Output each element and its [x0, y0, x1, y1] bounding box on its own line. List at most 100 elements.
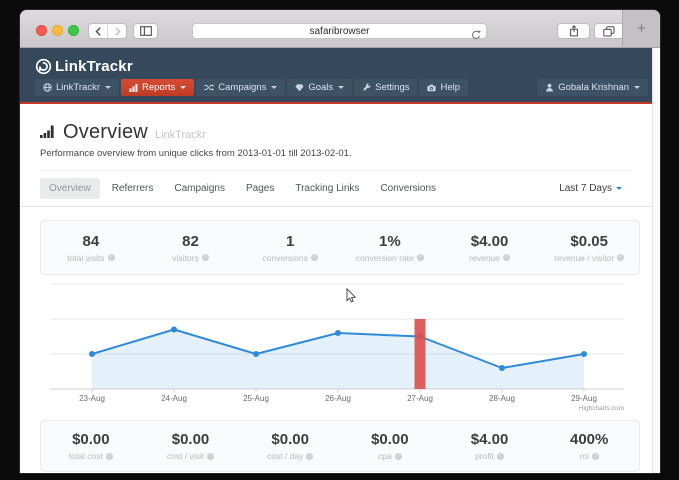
user-icon [545, 83, 554, 92]
chevron-left-icon [95, 27, 102, 36]
browser-titlebar: safaribrowser + [20, 10, 660, 48]
stat-label: cost / visiti [167, 451, 214, 461]
stat-value: $0.05 [570, 233, 608, 250]
show-all-tabs-button[interactable] [594, 23, 624, 39]
info-icon[interactable]: i [503, 254, 510, 261]
chevron-down-icon [105, 86, 111, 89]
chevron-down-icon [180, 86, 186, 89]
stat-value: $0.00 [172, 431, 210, 448]
chart-canvas[interactable]: 23-Aug24-Aug25-Aug26-Aug27-Aug28-Aug29-A… [20, 275, 652, 413]
stat-value: 84 [82, 233, 99, 250]
stat-value: $0.00 [271, 431, 309, 448]
brand[interactable]: LinkTrackr [20, 48, 660, 78]
tabs-icon [603, 26, 615, 37]
stat-label: visitorsi [172, 253, 208, 263]
chevron-down-icon [634, 86, 640, 89]
stat-label: conversion ratei [356, 253, 424, 263]
nav-item-goals[interactable]: Goals [287, 79, 352, 96]
globe-icon [43, 83, 52, 92]
stat-label: total costi [69, 451, 113, 461]
nav-item-label: Reports [142, 82, 175, 93]
new-tab-button[interactable]: + [622, 10, 660, 47]
nav-menu: LinkTrackr Reports Campaigns Goals Settings H… [35, 79, 648, 96]
nav-item-help[interactable]: Help [419, 79, 468, 96]
info-icon[interactable]: i [592, 453, 599, 460]
tab-tracking-links[interactable]: Tracking Links [286, 178, 368, 199]
wrench-icon [362, 83, 371, 92]
nav-item-label: Campaigns [218, 82, 266, 93]
account-menu[interactable]: Gobala Krishnan [537, 79, 648, 96]
page-subtitle: Performance overview from unique clicks … [40, 148, 632, 159]
stats-card-top: 84total visitsi82visitorsi1conversionsi1… [40, 220, 640, 275]
scrollbar-track[interactable] [652, 48, 660, 473]
info-icon[interactable]: i [202, 254, 209, 261]
sidebar-toggle-button[interactable] [133, 23, 158, 39]
chevron-right-icon [114, 27, 121, 36]
forward-button[interactable] [107, 24, 126, 38]
info-icon[interactable]: i [497, 453, 504, 460]
visits-chart: 23-Aug24-Aug25-Aug26-Aug27-Aug28-Aug29-A… [20, 275, 652, 413]
stat-label: revenue / visitori [554, 253, 624, 263]
stat-value: $0.00 [371, 431, 409, 448]
address-bar-text: safaribrowser [193, 26, 486, 37]
page-content: Overview LinkTrackr Performance overview… [20, 104, 652, 473]
info-icon[interactable]: i [311, 254, 318, 261]
address-bar[interactable]: safaribrowser [192, 23, 487, 39]
shuffle-icon [204, 83, 214, 92]
tab-overview[interactable]: Overview [40, 178, 100, 199]
svg-text:23-Aug: 23-Aug [79, 394, 105, 403]
date-range-dropdown[interactable]: Last 7 Days [559, 183, 622, 194]
nav-item-label: Settings [375, 82, 409, 93]
nav-item-settings[interactable]: Settings [354, 79, 417, 96]
stat-cost-visit: $0.00 cost / visiti [141, 431, 241, 461]
stat-value: $4.00 [471, 233, 509, 250]
tab-conversions[interactable]: Conversions [371, 178, 445, 199]
svg-text:27-Aug: 27-Aug [407, 394, 433, 403]
info-icon[interactable]: i [395, 453, 402, 460]
info-icon[interactable]: i [106, 453, 113, 460]
tab-referrers[interactable]: Referrers [103, 178, 163, 199]
tab-campaigns[interactable]: Campaigns [165, 178, 234, 199]
nav-item-linktrackr[interactable]: LinkTrackr [35, 79, 119, 96]
svg-text:25-Aug: 25-Aug [243, 394, 269, 403]
info-icon[interactable]: i [417, 254, 424, 261]
stat-value: 400% [570, 431, 608, 448]
info-icon[interactable]: i [108, 254, 115, 261]
stat-label: profiti [475, 451, 504, 461]
share-button[interactable] [557, 23, 590, 39]
bar-chart-icon [129, 83, 138, 92]
stat-label: conversionsi [263, 253, 318, 263]
svg-text:29-Aug: 29-Aug [571, 394, 597, 403]
report-tabs: OverviewReferrersCampaignsPagesTracking … [20, 171, 652, 207]
svg-text:24-Aug: 24-Aug [161, 394, 187, 403]
back-button[interactable] [89, 24, 107, 38]
stat-cpa: $0.00 cpai [340, 431, 440, 461]
stat-value: 82 [182, 233, 199, 250]
diamond-icon [295, 83, 304, 92]
stat-total-visits: 84total visitsi [41, 233, 141, 263]
zoom-window-button[interactable] [68, 25, 79, 36]
minimize-window-button[interactable] [52, 25, 63, 36]
tab-pages[interactable]: Pages [237, 178, 283, 199]
history-nav-group [88, 23, 127, 39]
chevron-down-icon [338, 86, 344, 89]
refresh-icon[interactable] [471, 27, 481, 45]
close-window-button[interactable] [36, 25, 47, 36]
sidebar-icon [140, 26, 152, 36]
stat-label: roii [579, 451, 598, 461]
date-range-label: Last 7 Days [559, 183, 612, 194]
nav-item-campaigns[interactable]: Campaigns [196, 79, 285, 96]
stat-cost-day: $0.00cost / dayi [240, 431, 340, 461]
nav-item-label: Goals [308, 82, 333, 93]
browser-window: safaribrowser + LinkTrackr [20, 10, 660, 473]
stat-label: cpai [378, 451, 402, 461]
page-title: Overview [63, 121, 148, 144]
desktop-background: safaribrowser + LinkTrackr [0, 0, 679, 480]
app-navbar: LinkTrackr LinkTrackr Reports Campaigns Goa… [20, 48, 660, 104]
info-icon[interactable]: i [617, 254, 624, 261]
nav-item-reports[interactable]: Reports [121, 79, 194, 96]
info-icon[interactable]: i [306, 453, 313, 460]
info-icon[interactable]: i [207, 453, 214, 460]
stat-value: 1 [286, 233, 294, 250]
svg-text:Highcharts.com: Highcharts.com [579, 405, 624, 412]
